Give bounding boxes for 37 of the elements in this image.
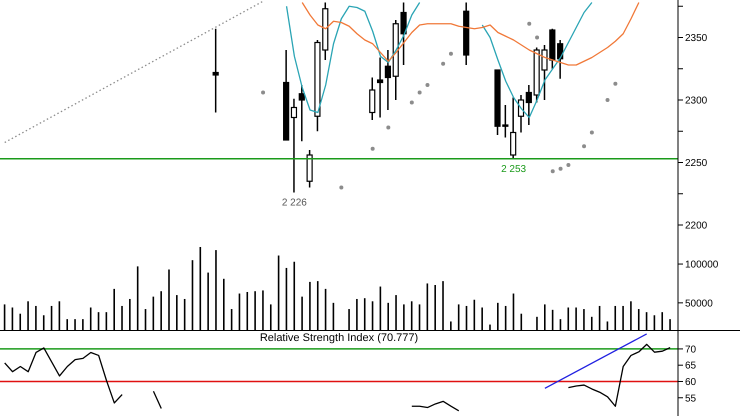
y-tick-label: 50000 [685,298,714,310]
point [582,144,586,148]
y-tick-label: 2350 [685,33,708,44]
point [339,186,344,190]
y-tick-label: 2200 [685,220,708,232]
point [425,83,430,87]
y-tick-label: 55 [685,393,697,404]
point [370,146,375,151]
point [410,100,414,104]
point [386,126,390,130]
annotation: 2 226 [282,198,308,209]
chart-title: Relative Strength Index (70.777) [260,332,418,344]
candlestick [212,28,219,114]
point [590,130,594,134]
point [441,62,446,66]
candlestick [290,98,298,194]
point [606,98,610,102]
point [448,52,453,56]
point [535,36,540,40]
point [566,163,570,167]
candlestick [369,76,376,121]
candlestick [298,84,305,142]
candlestick [376,56,384,118]
point [550,169,555,174]
y-tick-label: 60 [685,377,697,388]
y-tick-label: 2300 [685,96,708,107]
point [527,22,532,26]
point [558,166,563,171]
point [261,90,266,94]
y-tick-label: 65 [685,360,697,372]
y-tick-label: 100000 [685,260,719,271]
candlestick [510,96,516,160]
annotation: 2 253 [501,164,527,175]
point [418,90,422,94]
y-tick-label: 2250 [685,158,708,170]
y-tick-label: 70 [685,344,697,356]
point [613,82,618,86]
